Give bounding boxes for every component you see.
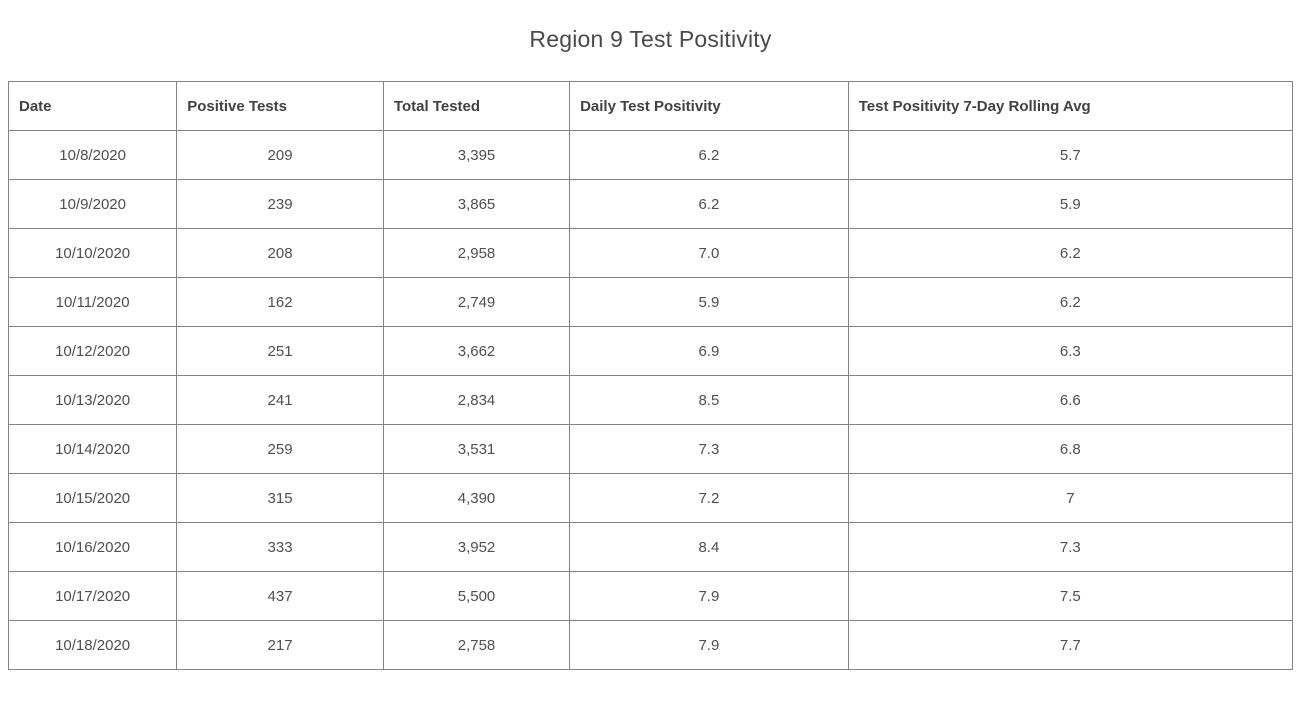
- table-cell: 7.7: [847, 620, 1294, 670]
- table-cell: 7.0: [569, 228, 849, 278]
- table-cell: 2,834: [382, 375, 571, 425]
- table-cell: 6.6: [847, 375, 1294, 425]
- table-cell: 7.3: [847, 522, 1294, 572]
- table-cell: 10/12/2020: [7, 326, 178, 376]
- table-cell: 10/14/2020: [7, 424, 178, 474]
- table-cell: 10/15/2020: [7, 473, 178, 523]
- table-row: 10/12/2020 251 3,662 6.9 6.3: [7, 326, 1294, 376]
- table-header: Date Positive Tests Total Tested Daily Test…: [7, 81, 1294, 131]
- table-cell: 239: [176, 179, 384, 229]
- table-cell: 4,390: [382, 473, 571, 523]
- table-cell: 6.2: [847, 228, 1294, 278]
- column-header: Daily Test Positivity: [569, 81, 849, 131]
- table-row: 10/16/2020 333 3,952 8.4 7.3: [7, 522, 1294, 572]
- table-cell: 3,395: [382, 130, 571, 180]
- table-cell: 10/18/2020: [7, 620, 178, 670]
- column-header: Total Tested: [382, 81, 571, 131]
- table-cell: 437: [176, 571, 384, 621]
- table-cell: 6.3: [847, 326, 1294, 376]
- table-cell: 6.2: [569, 179, 849, 229]
- column-header: Date: [7, 81, 178, 131]
- table-cell: 6.9: [569, 326, 849, 376]
- table-cell: 5,500: [382, 571, 571, 621]
- table-cell: 7.9: [569, 571, 849, 621]
- table-cell: 3,531: [382, 424, 571, 474]
- table-cell: 162: [176, 277, 384, 327]
- table-row: 10/18/2020 217 2,758 7.9 7.7: [7, 620, 1294, 670]
- table-cell: 7.5: [847, 571, 1294, 621]
- table-cell: 217: [176, 620, 384, 670]
- table-row: 10/10/2020 208 2,958 7.0 6.2: [7, 228, 1294, 278]
- table-cell: 315: [176, 473, 384, 523]
- table-cell: 6.8: [847, 424, 1294, 474]
- table-cell: 7.3: [569, 424, 849, 474]
- table-cell: 7: [847, 473, 1294, 523]
- table-row: 10/14/2020 259 3,531 7.3 6.8: [7, 424, 1294, 474]
- table-cell: 10/16/2020: [7, 522, 178, 572]
- table-row: 10/13/2020 241 2,834 8.5 6.6: [7, 375, 1294, 425]
- table-cell: 2,749: [382, 277, 571, 327]
- table-cell: 5.9: [569, 277, 849, 327]
- table-cell: 5.7: [847, 130, 1294, 180]
- table-cell: 10/13/2020: [7, 375, 178, 425]
- test-positivity-table: Date Positive Tests Total Tested Daily Test…: [7, 81, 1294, 670]
- table-cell: 10/11/2020: [7, 277, 178, 327]
- table-cell: 3,865: [382, 179, 571, 229]
- table-cell: 251: [176, 326, 384, 376]
- table-cell: 10/17/2020: [7, 571, 178, 621]
- table-cell: 6.2: [569, 130, 849, 180]
- table-row: 10/15/2020 315 4,390 7.2 7: [7, 473, 1294, 523]
- table-row: 10/9/2020 239 3,865 6.2 5.9: [7, 179, 1294, 229]
- table-cell: 5.9: [847, 179, 1294, 229]
- table-body: 10/8/2020 209 3,395 6.2 5.7 10/9/2020 239 3,865…: [7, 130, 1294, 670]
- table-cell: 8.5: [569, 375, 849, 425]
- table-cell: 2,958: [382, 228, 571, 278]
- page-title: Region 9 Test Positivity: [529, 26, 772, 52]
- table-cell: 10/8/2020: [7, 130, 178, 180]
- header-row: Date Positive Tests Total Tested Daily Test…: [7, 81, 1294, 131]
- table-row: 10/11/2020 162 2,749 5.9 6.2: [7, 277, 1294, 327]
- table-cell: 6.2: [847, 277, 1294, 327]
- table-cell: 7.9: [569, 620, 849, 670]
- table-cell: 259: [176, 424, 384, 474]
- column-header: Test Positivity 7-Day Rolling Avg: [847, 81, 1294, 131]
- table-cell: 209: [176, 130, 384, 180]
- table-row: 10/8/2020 209 3,395 6.2 5.7: [7, 130, 1294, 180]
- table-cell: 3,662: [382, 326, 571, 376]
- table-cell: 8.4: [569, 522, 849, 572]
- table-cell: 7.2: [569, 473, 849, 523]
- table-cell: 2,758: [382, 620, 571, 670]
- table-cell: 10/9/2020: [7, 179, 178, 229]
- table-row: 10/17/2020 437 5,500 7.9 7.5: [7, 571, 1294, 621]
- table-cell: 333: [176, 522, 384, 572]
- table-cell: 10/10/2020: [7, 228, 178, 278]
- table-cell: 208: [176, 228, 384, 278]
- table-cell: 241: [176, 375, 384, 425]
- table-cell: 3,952: [382, 522, 571, 572]
- column-header: Positive Tests: [176, 81, 384, 131]
